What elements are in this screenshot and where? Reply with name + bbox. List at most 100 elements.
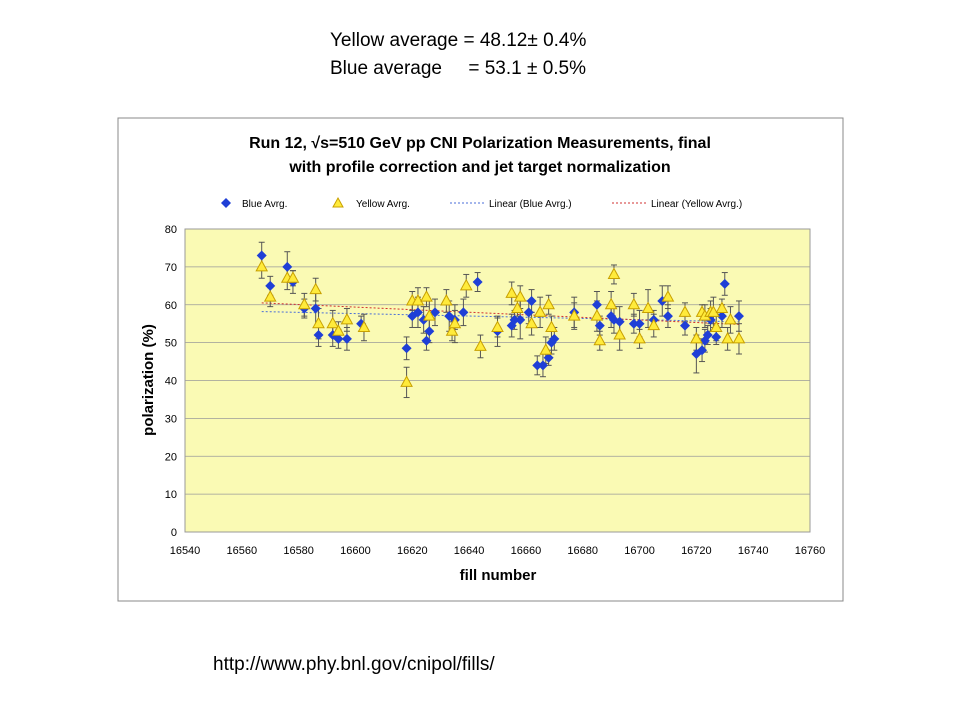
blue-point [421,335,432,346]
blue-point [680,320,690,331]
x-tick-labels: 16540 16560 16580 16600 16620 16640 16660 16680… [170,545,826,557]
yellow-point [411,293,425,306]
blue-point [341,333,352,344]
blue-point [430,307,440,318]
blue-point [594,320,605,331]
yellow-point [678,305,692,317]
yellow-point [332,324,345,336]
blue-point [697,345,708,356]
blue-point [313,330,324,341]
yellow-point [633,331,646,344]
y-tick-label: 80 [165,224,177,236]
blue-point [532,360,543,371]
yellow-point [448,316,462,329]
yellow-point [627,297,641,310]
y-tick-label: 30 [165,413,177,425]
x-tick-label: 16540 [170,545,201,557]
yellow-point [533,305,547,317]
yellow-point [422,309,436,321]
y-tick-label: 10 [165,489,177,501]
yellow-point [263,290,277,302]
yellow-point [607,267,621,279]
yellow-point [297,297,311,310]
yellow-point [357,320,371,332]
yellow-point [604,297,618,310]
yellow-point [661,290,675,302]
chart-title-line-1: Run 12, √s=510 GeV pp CNI Polarization M… [249,135,711,152]
x-tick-label: 16700 [624,545,655,557]
blue-point [526,295,537,306]
blue-point [634,318,645,329]
x-tick-label: 16600 [340,545,371,557]
yellow-point [690,331,703,344]
blue-point [310,303,321,314]
yellow-point [312,316,325,329]
x-axis-label: fill number [460,567,537,584]
x-tick-label: 16620 [397,545,428,557]
x-tick-label: 16640 [454,545,485,557]
blue-point [614,316,625,327]
yellow-point [724,312,737,325]
blue-point [733,311,744,322]
x-tick-label: 16740 [738,545,769,557]
x-tick-label: 16720 [681,545,712,557]
blue-point [256,250,267,261]
yellow-average-text: Yellow average = 48.12± 0.4% [330,30,587,51]
chart-title-line-2: with profile correction and jet target n… [288,159,670,176]
yellow-point [593,333,607,346]
yellow-point [647,318,661,331]
blue-point [549,333,560,344]
yellow-point [440,293,453,306]
blue-point [628,318,639,329]
yellow-point [505,286,519,298]
legend-yellow-fit-label: Linear (Yellow Avrg.) [651,199,742,210]
yellow-point [590,309,604,321]
legend-yellow-marker [332,196,344,208]
y-tick-label: 0 [171,527,177,539]
blue-point [472,277,483,288]
blue-point [282,261,293,272]
blue-point [662,311,673,322]
yellow-point [715,301,729,314]
yellow-point [400,375,413,387]
blue-linear-fit [261,311,739,323]
legend-yellow-label: Yellow Avrg. [356,199,410,210]
blue-point [537,360,548,371]
source-url[interactable]: http://www.phy.bnl.gov/cnipol/fills/ [213,654,495,675]
y-tick-label: 60 [165,300,177,312]
blue-point [523,307,534,318]
yellow-point [513,290,527,302]
yellow-point [511,301,524,314]
blue-average-text: Blue average = 53.1 ± 0.5% [330,58,587,79]
yellow-point [420,290,433,302]
blue-point [412,307,423,318]
yellow-point [709,320,723,332]
yellow-point [459,278,473,291]
y-tick-label: 50 [165,338,177,350]
x-tick-label: 16760 [795,545,826,557]
yellow-point [474,339,487,351]
legend-blue-marker [221,198,231,208]
yellow-point [542,297,555,310]
yellow-point [326,316,340,329]
x-tick-label: 16680 [567,545,598,557]
blue-point [515,314,526,325]
legend: Blue Avrg. Yellow Avrg. Linear (Blue Avr… [221,196,742,210]
y-tick-label: 40 [165,376,177,388]
gridlines [185,228,810,533]
legend-blue-fit-label: Linear (Blue Avrg.) [489,199,572,210]
yellow-point [491,320,504,332]
yellow-point [340,312,354,325]
yellow-point [545,320,558,332]
blue-point [711,331,722,342]
blue-point [719,278,730,289]
yellow-point [567,309,581,321]
blue-point [702,330,713,341]
yellow-point [286,271,300,283]
yellow-point [721,331,734,344]
blue-point [401,343,412,354]
yellow-point [445,324,459,336]
blue-point [265,280,276,291]
y-axis-label: polarization (%) [140,324,157,436]
